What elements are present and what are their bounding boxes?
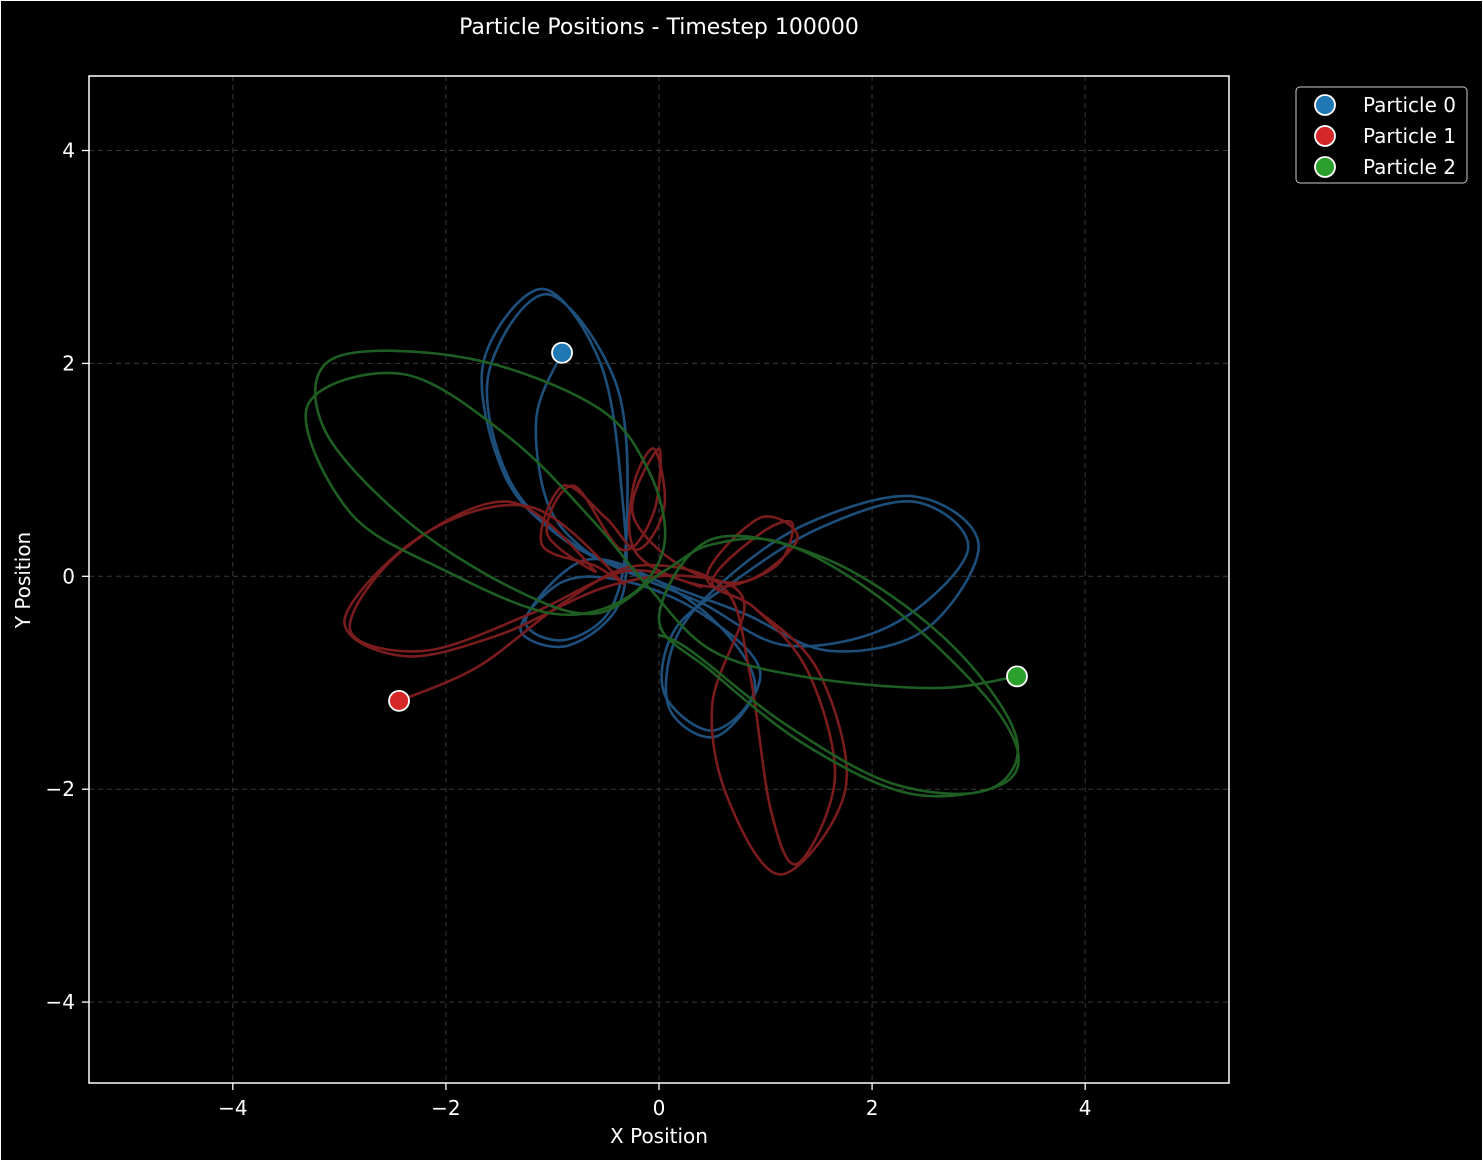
trail-particle-2 bbox=[304, 349, 1020, 798]
legend-label-particle-0: Particle 0 bbox=[1363, 93, 1456, 117]
marker-particle-1 bbox=[388, 689, 410, 712]
legend: Particle 0 Particle 1 Particle 2 bbox=[1295, 86, 1468, 184]
x-axis-ticks: −4 −2 0 2 4 bbox=[218, 1083, 1092, 1120]
y-axis-label: Y Position bbox=[11, 532, 35, 629]
chart-title: Particle Positions - Timestep 100000 bbox=[459, 15, 859, 40]
y-tick-label: −4 bbox=[46, 990, 75, 1014]
x-tick-label: 2 bbox=[866, 1096, 879, 1120]
marker-particle-2 bbox=[1006, 665, 1028, 688]
particle-trails bbox=[304, 287, 1020, 876]
y-tick-label: 4 bbox=[62, 139, 75, 163]
trail-particle-1 bbox=[343, 447, 848, 876]
y-tick-label: 2 bbox=[62, 351, 75, 375]
legend-box bbox=[1295, 86, 1468, 184]
particle-markers bbox=[388, 341, 1028, 712]
x-tick-label: 4 bbox=[1079, 1096, 1092, 1120]
x-tick-label: −4 bbox=[218, 1096, 247, 1120]
legend-label-particle-2: Particle 2 bbox=[1363, 155, 1456, 179]
x-tick-label: −2 bbox=[431, 1096, 460, 1120]
y-tick-label: 0 bbox=[62, 564, 75, 588]
y-tick-label: −2 bbox=[46, 777, 75, 801]
legend-label-particle-1: Particle 1 bbox=[1363, 124, 1456, 148]
x-axis-label: X Position bbox=[610, 1124, 708, 1148]
y-axis-ticks: −4 −2 0 2 4 bbox=[46, 139, 89, 1014]
marker-particle-0 bbox=[551, 341, 573, 364]
legend-marker-particle-1 bbox=[1314, 125, 1336, 147]
x-tick-label: 0 bbox=[653, 1096, 666, 1120]
legend-marker-particle-0 bbox=[1314, 94, 1336, 116]
trail-particle-0 bbox=[480, 287, 980, 739]
legend-marker-particle-2 bbox=[1314, 156, 1336, 178]
